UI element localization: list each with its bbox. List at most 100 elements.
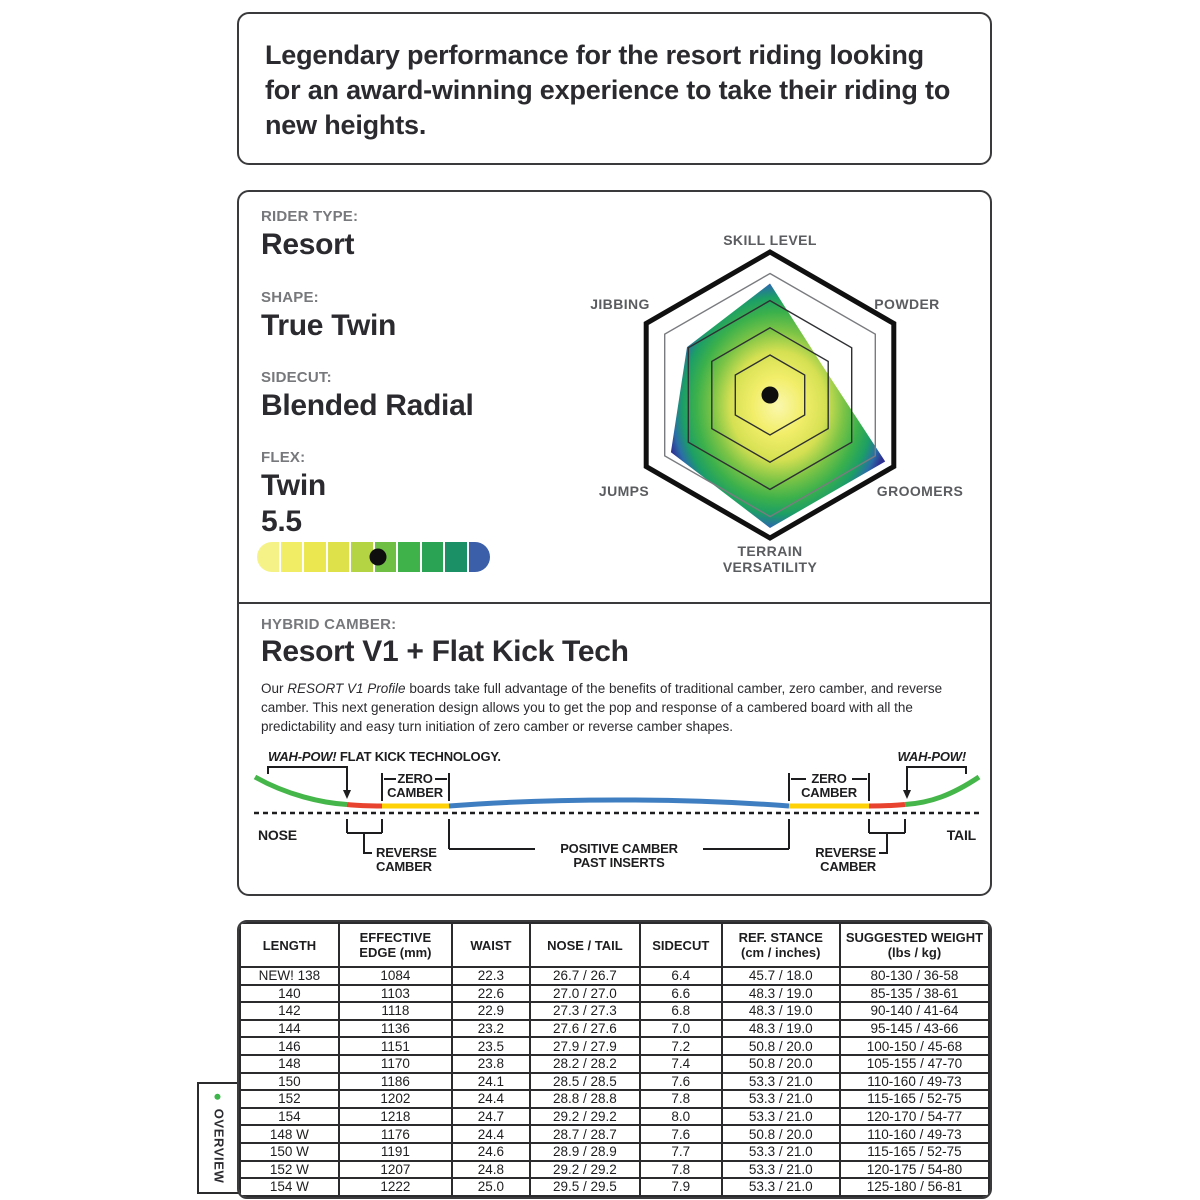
positive-camber-arc bbox=[448, 797, 790, 809]
flex-segment bbox=[257, 542, 279, 572]
table-cell: 24.6 bbox=[450, 1141, 531, 1162]
table-cell: 1222 bbox=[337, 1177, 453, 1197]
shape-block: SHAPE: True Twin bbox=[261, 289, 396, 342]
shape-label: SHAPE: bbox=[261, 289, 319, 306]
table-cell: 27.0 / 27.0 bbox=[528, 983, 641, 1004]
table-row: 148 1170 23.8 28.2 / 28.2 7.4 50.8 / 20.0 105-… bbox=[239, 1053, 990, 1074]
flex-segment bbox=[443, 542, 467, 572]
table-cell: 7.0 bbox=[638, 1018, 723, 1039]
sidecut-label: SIDECUT: bbox=[261, 369, 332, 386]
table-cell: 28.9 / 28.9 bbox=[528, 1141, 641, 1162]
table-cell: 105-155 / 47-70 bbox=[838, 1053, 990, 1074]
flex-segment bbox=[325, 542, 349, 572]
table-cell: 24.4 bbox=[450, 1089, 531, 1109]
spec-table-header: LENGTH EFFECTIVE EDGE (mm) WAIST NOSE / … bbox=[239, 922, 990, 968]
positive-camber-line2: PAST INSERTS bbox=[573, 855, 665, 870]
flex-segment bbox=[302, 542, 326, 572]
table-cell: 28.7 / 28.7 bbox=[528, 1124, 641, 1144]
table-cell: 53.3 / 21.0 bbox=[720, 1089, 841, 1109]
table-cell: 6.8 bbox=[638, 1001, 723, 1021]
table-cell: 23.2 bbox=[450, 1018, 531, 1039]
table-cell: 7.2 bbox=[638, 1036, 723, 1056]
table-cell: 150 W bbox=[239, 1141, 340, 1162]
table-cell: 115-165 / 52-75 bbox=[838, 1089, 990, 1109]
table-cell: 53.3 / 21.0 bbox=[720, 1159, 841, 1180]
table-row: 140 1103 22.6 27.0 / 27.0 6.6 48.3 / 19.0 85-1… bbox=[239, 983, 990, 1004]
table-cell: 85-135 / 38-61 bbox=[838, 983, 990, 1004]
tail-label: TAIL bbox=[947, 827, 977, 843]
table-cell: 48.3 / 19.0 bbox=[720, 1001, 841, 1021]
table-cell: 100-150 / 45-68 bbox=[838, 1036, 990, 1056]
table-row: 154 W 1222 25.0 29.5 / 29.5 7.9 53.3 / 21.0 12… bbox=[239, 1177, 990, 1197]
table-cell: 142 bbox=[239, 1001, 340, 1021]
radar-ring bbox=[687, 299, 853, 491]
table-cell: 1218 bbox=[337, 1106, 453, 1127]
table-cell: 48.3 / 19.0 bbox=[720, 1018, 841, 1039]
reverse-camber-left-curve bbox=[346, 802, 383, 809]
table-cell: 95-145 / 43-66 bbox=[838, 1018, 990, 1039]
table-cell: 50.8 / 20.0 bbox=[720, 1053, 841, 1074]
table-cell: 110-160 / 49-73 bbox=[838, 1071, 990, 1092]
table-cell: 7.6 bbox=[638, 1071, 723, 1092]
flex-segment bbox=[466, 542, 490, 572]
reverse-camber-left-line2: CAMBER bbox=[376, 859, 433, 874]
table-cell: 53.3 / 21.0 bbox=[720, 1071, 841, 1092]
flex-name: Twin bbox=[261, 469, 326, 502]
table-row: 146 1151 23.5 27.9 / 27.9 7.2 50.8 / 20.0 100-… bbox=[239, 1036, 990, 1056]
radar-data-polygon bbox=[670, 283, 886, 528]
table-cell: 27.6 / 27.6 bbox=[528, 1018, 641, 1039]
zero-camber-left-marks bbox=[381, 773, 450, 801]
table-cell: 80-130 / 36-58 bbox=[838, 966, 990, 986]
table-cell: 1084 bbox=[337, 966, 453, 986]
col-header-ref-stance: REF. STANCE (cm / inches) bbox=[720, 922, 841, 968]
table-cell: 24.1 bbox=[450, 1071, 531, 1092]
flex-value: 5.5 bbox=[261, 505, 302, 538]
radar-ring bbox=[663, 272, 876, 518]
table-cell: 24.4 bbox=[450, 1124, 531, 1144]
radar-ring bbox=[711, 326, 829, 464]
col-header-waist: WAIST bbox=[450, 922, 531, 968]
table-cell: 7.8 bbox=[638, 1089, 723, 1109]
table-cell: 7.7 bbox=[638, 1141, 723, 1162]
table-cell: 27.9 / 27.9 bbox=[528, 1036, 641, 1056]
reverse-camber-right-curve bbox=[868, 802, 906, 809]
desc-prefix: Our bbox=[261, 681, 288, 696]
table-cell: 6.6 bbox=[638, 983, 723, 1004]
table-cell: 53.3 / 21.0 bbox=[720, 1141, 841, 1162]
radar-ring bbox=[734, 354, 806, 436]
flex-segment bbox=[278, 542, 302, 572]
flat-kick-label: WAH-POW! FLAT KICK TECHNOLOGY. bbox=[268, 749, 501, 764]
table-cell: 1202 bbox=[337, 1089, 453, 1109]
table-row: 142 1118 22.9 27.3 / 27.3 6.8 48.3 / 19.0 90-1… bbox=[239, 1001, 990, 1021]
table-cell: 146 bbox=[239, 1036, 340, 1056]
table-cell: 7.8 bbox=[638, 1159, 723, 1180]
flat-kick-arrow-left bbox=[343, 790, 351, 799]
table-cell: 22.3 bbox=[450, 966, 531, 986]
table-cell: 24.7 bbox=[450, 1106, 531, 1127]
table-cell: 29.2 / 29.2 bbox=[528, 1159, 641, 1180]
hybrid-camber-description: Our RESORT V1 Profile boards take full a… bbox=[261, 679, 975, 736]
table-cell: 152 W bbox=[239, 1159, 340, 1180]
hybrid-camber-title: Resort V1 + Flat Kick Tech bbox=[261, 635, 629, 668]
flex-label: FLEX: bbox=[261, 449, 306, 466]
table-cell: 28.5 / 28.5 bbox=[528, 1071, 641, 1092]
table-cell: 150 bbox=[239, 1071, 340, 1092]
nose-rocker-curve bbox=[253, 774, 348, 807]
table-cell: 1136 bbox=[337, 1018, 453, 1039]
table-cell: 24.8 bbox=[450, 1159, 531, 1180]
flex-segment bbox=[419, 542, 443, 572]
camber-profile-diagram: WAH-POW! FLAT KICK TECHNOLOGY. WAH-POW! … bbox=[253, 749, 981, 874]
zero-camber-right-marks bbox=[788, 773, 870, 801]
col-header-sidecut: SIDECUT bbox=[638, 922, 723, 968]
table-row: 152 W 1207 24.8 29.2 / 29.2 7.8 53.3 / 21.0 12… bbox=[239, 1159, 990, 1180]
overview-tab-inner: ● OVERVIEW bbox=[211, 1093, 227, 1184]
zero-camber-left-line2: CAMBER bbox=[387, 785, 444, 800]
intro-panel: Legendary performance for the resort rid… bbox=[237, 12, 992, 165]
positive-camber-line1: POSITIVE CAMBER bbox=[560, 841, 678, 856]
shape-value: True Twin bbox=[261, 309, 397, 342]
table-cell: 26.7 / 26.7 bbox=[528, 966, 641, 986]
radar-axis-terrain-versatility: TERRAIN VERSATILITY bbox=[722, 543, 818, 575]
radar-axis-powder: POWDER bbox=[874, 296, 940, 312]
flex-scale bbox=[257, 542, 490, 572]
table-cell: 1186 bbox=[337, 1071, 453, 1092]
